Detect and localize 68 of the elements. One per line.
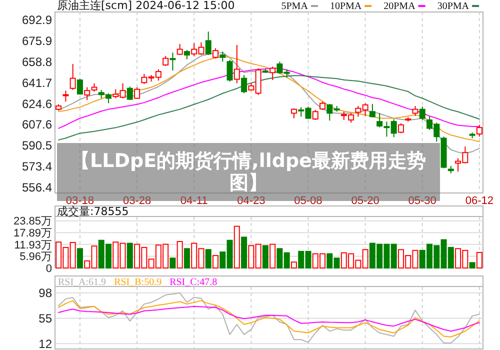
candlestick (369, 103, 376, 118)
y-tick-label: 55 (38, 311, 52, 326)
legend-label: 10PMA (330, 1, 362, 12)
x-tick-label: 03-28 (122, 195, 152, 207)
y-tick-label: 573.4 (22, 160, 52, 174)
candlestick (170, 52, 176, 72)
candlestick (290, 108, 297, 119)
y-tick-label: 11.93万 (14, 239, 52, 252)
candlestick (76, 78, 83, 95)
bar (205, 249, 212, 268)
candlestick (312, 109, 318, 120)
y-tick-label: 692.9 (22, 13, 52, 28)
bar (241, 236, 248, 268)
line-series (58, 292, 480, 344)
candlestick (220, 51, 226, 62)
chart-title: 成交量:78555 (57, 205, 129, 218)
series-label: RSI_C:47.8 (170, 277, 218, 288)
bar (184, 248, 190, 268)
y-tick-label: 607.6 (22, 118, 52, 132)
candlestick (205, 31, 212, 56)
line-series (58, 300, 480, 338)
y-tick-label: 590.5 (22, 138, 52, 153)
candlestick (270, 66, 276, 81)
y-tick-label: 0 (46, 262, 52, 275)
y-tick-label: 23.85万 (13, 216, 52, 228)
candlestick (184, 49, 190, 60)
y-tick-label: 641.7 (22, 76, 52, 90)
candlestick (419, 106, 426, 120)
series-label: RSI_A:61.9 (58, 277, 106, 288)
candlestick (234, 44, 240, 84)
y-tick-label: 556.4 (22, 180, 52, 194)
legend-label: 20PMA (384, 1, 416, 12)
y-tick-label: 5.96万 (20, 251, 52, 264)
legend-label: 5PMA (281, 1, 309, 12)
bar (469, 262, 476, 268)
y-tick-label: 12 (38, 336, 52, 350)
bar (76, 248, 83, 268)
candlestick (62, 90, 69, 102)
legend-label: 30PMA (437, 1, 470, 12)
candlestick (226, 59, 233, 82)
candlestick (212, 48, 218, 59)
bar (262, 245, 268, 268)
x-tick-label: 04-23 (237, 195, 266, 207)
x-tick-label: 05-30 (408, 195, 436, 207)
line-series (58, 306, 480, 332)
x-tick-label: 04-11 (180, 195, 208, 207)
candlestick (162, 55, 169, 66)
y-tick-label: 658.8 (22, 54, 52, 69)
candlestick (412, 105, 418, 116)
candlestick (241, 74, 248, 94)
chart-title: 原油主连[scm] 2024-06-12 15:00 (57, 0, 235, 12)
x-tick-label: 05-08 (294, 195, 322, 207)
bar (170, 258, 176, 268)
candlestick (398, 122, 404, 134)
x-tick-label: 03-18 (66, 195, 94, 207)
x-tick-label: 05-20 (351, 195, 380, 207)
candlestick (134, 86, 140, 100)
bar (126, 242, 133, 268)
y-tick-label: 17.89万 (13, 227, 52, 240)
line-series (58, 75, 480, 140)
candlestick (70, 63, 76, 90)
annotation: 【LLDpE的期货行情,lldpe最新费用走势图】 (71, 150, 426, 194)
y-tick-label: 98 (38, 286, 52, 300)
y-tick-label: 675.9 (22, 34, 52, 48)
series-label: RSI_B:50.9 (114, 277, 162, 288)
y-tick-label: 624.6 (22, 96, 52, 111)
x-tick-label: 06-12 (465, 195, 494, 207)
candlestick (126, 86, 133, 100)
